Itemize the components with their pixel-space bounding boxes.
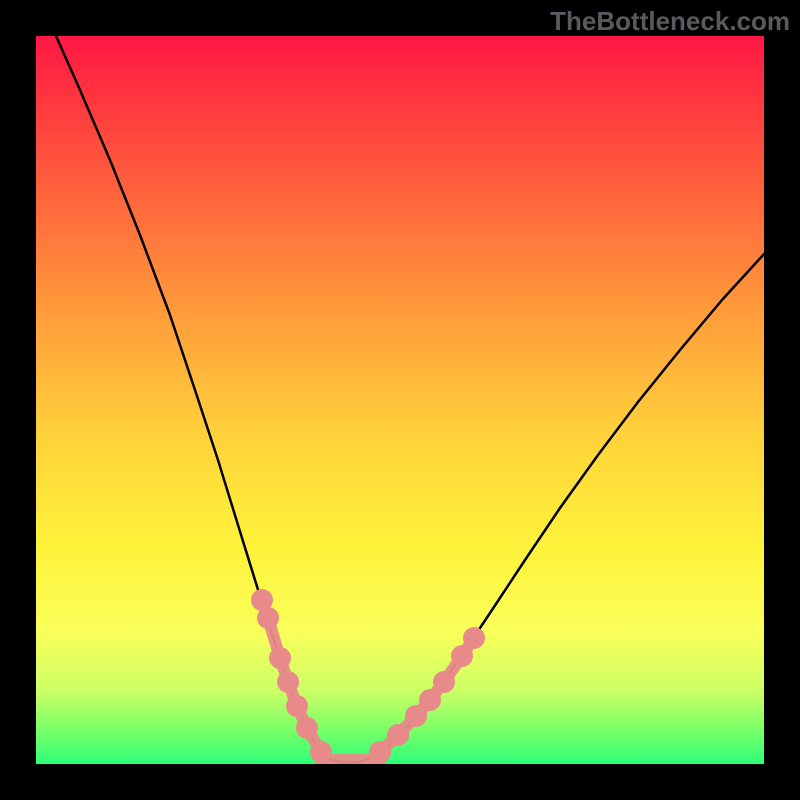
bottleneck-curve [56, 36, 764, 763]
data-marker [387, 724, 409, 746]
data-marker [310, 741, 332, 763]
chart-frame: TheBottleneck.com [0, 0, 800, 800]
data-marker [433, 671, 455, 693]
data-marker [269, 647, 291, 669]
chart-overlay-svg [36, 36, 764, 764]
data-marker [419, 689, 441, 711]
data-marker [277, 671, 299, 693]
data-marker [369, 741, 391, 763]
data-marker [257, 607, 279, 629]
data-marker [296, 717, 318, 739]
watermark-text: TheBottleneck.com [550, 6, 790, 37]
plot-area [36, 36, 764, 764]
data-marker [451, 645, 473, 667]
data-marker [286, 695, 308, 717]
data-marker [463, 627, 485, 649]
